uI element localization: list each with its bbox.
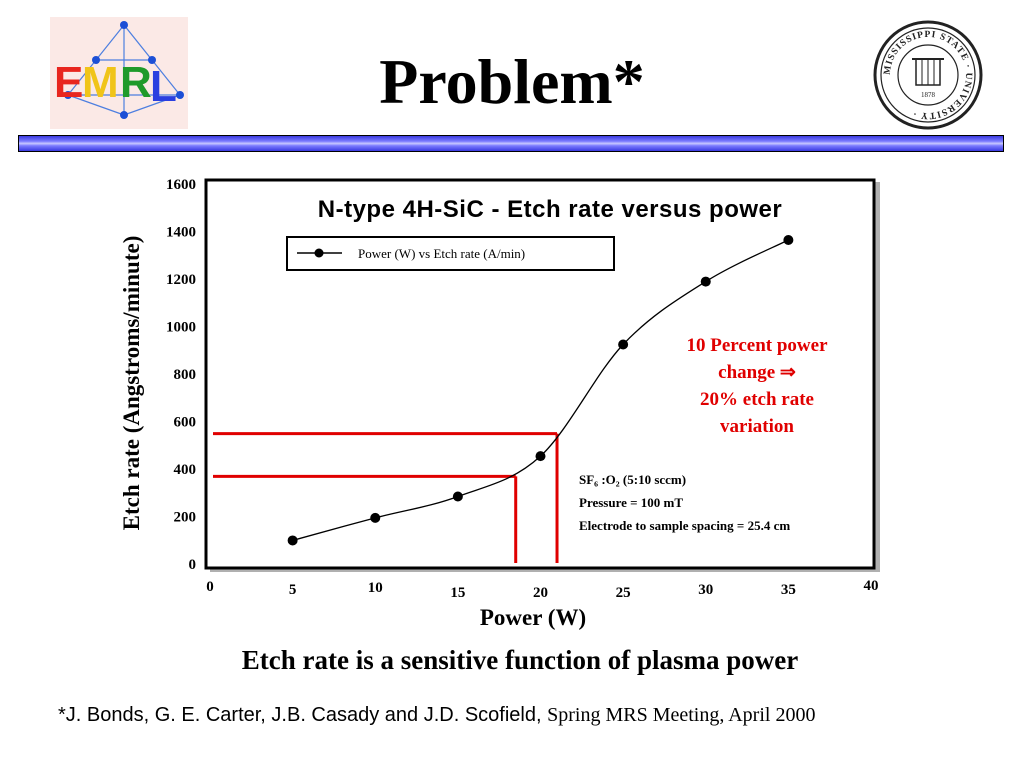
condition-spacing: Electrode to sample spacing = 25.4 cm bbox=[579, 518, 790, 533]
x-tick-label: 5 bbox=[289, 582, 297, 598]
y-tick-label: 1000 bbox=[166, 320, 196, 336]
data-point bbox=[287, 535, 298, 546]
annotation-line-2: change ⇒ bbox=[718, 362, 796, 383]
x-tick-label: 20 bbox=[533, 585, 548, 601]
slide-title: Problem* bbox=[379, 46, 645, 117]
condition-pressure: Pressure = 100 mT bbox=[579, 495, 683, 510]
condition-gas: SF₆ :O₂ (5:10 sccm) bbox=[579, 472, 686, 487]
data-point bbox=[783, 235, 794, 245]
university-seal: MISSISSIPPI STATE · UNIVERSITY · 1878 bbox=[873, 20, 983, 130]
x-tick-label: 15 bbox=[450, 585, 465, 601]
data-points bbox=[287, 235, 794, 546]
x-tick-label: 35 bbox=[781, 582, 796, 598]
chart-title: N-type 4H-SiC - Etch rate versus power bbox=[318, 196, 782, 223]
y-tick-label: 200 bbox=[174, 510, 197, 526]
y-tick-labels: 0 200 400 600 800 1000 1200 1400 1600 bbox=[166, 177, 196, 573]
guide-lines bbox=[213, 432, 559, 563]
y-tick-label: 1600 bbox=[166, 177, 196, 193]
y-tick-label: 1400 bbox=[166, 225, 196, 241]
logo-letter-r: R bbox=[120, 58, 152, 107]
logo-letter-l: L bbox=[150, 62, 177, 111]
annotation-line-4: variation bbox=[720, 416, 794, 437]
x-axis-label: Power (W) bbox=[480, 605, 586, 630]
logo-letter-e: E bbox=[54, 58, 83, 107]
data-point bbox=[700, 276, 711, 287]
x-tick-label: 0 bbox=[206, 579, 214, 595]
y-tick-label: 800 bbox=[174, 367, 197, 383]
title-band bbox=[18, 135, 1004, 152]
x-tick-label: 30 bbox=[698, 582, 713, 598]
y-tick-label: 1200 bbox=[166, 272, 196, 288]
svg-text:1878: 1878 bbox=[921, 91, 936, 99]
x-tick-label: 25 bbox=[616, 585, 631, 601]
data-point bbox=[618, 339, 629, 350]
reference-venue: Spring MRS Meeting, April 2000 bbox=[547, 704, 816, 726]
legend-marker bbox=[314, 248, 324, 258]
annotation-line-3: 20% etch rate bbox=[700, 389, 814, 410]
reference: *J. Bonds, G. E. Carter, J.B. Casady and… bbox=[58, 704, 815, 727]
reference-authors: *J. Bonds, G. E. Carter, J.B. Casady and… bbox=[58, 704, 548, 726]
emrl-logo: E M R L bbox=[50, 17, 188, 129]
data-point bbox=[535, 451, 546, 462]
x-tick-labels: 0 5 10 15 20 25 30 35 40 bbox=[206, 578, 878, 601]
legend-entry: Power (W) vs Etch rate (A/min) bbox=[358, 246, 525, 261]
x-tick-label: 40 bbox=[864, 578, 879, 594]
logo-letter-m: M bbox=[82, 58, 119, 107]
y-tick-label: 600 bbox=[174, 415, 197, 431]
y-axis-label: Etch rate (Angstroms/minute) bbox=[119, 236, 144, 531]
etch-rate-chart: Etch rate (Angstroms/minute) 02004006008… bbox=[119, 177, 880, 630]
y-tick-label: 400 bbox=[174, 462, 197, 478]
slide-caption: Etch rate is a sensitive function of pla… bbox=[241, 645, 799, 675]
annotation-line-1: 10 Percent power bbox=[686, 335, 828, 356]
data-point bbox=[370, 512, 381, 523]
annotation: 10 Percent power change ⇒ 20% etch rate … bbox=[686, 335, 828, 437]
conditions: SF₆ :O₂ (5:10 sccm) Pressure = 100 mT El… bbox=[579, 472, 790, 533]
data-point bbox=[452, 491, 463, 502]
x-tick-label: 10 bbox=[368, 580, 383, 596]
y-tick-label: 0 bbox=[189, 557, 197, 573]
